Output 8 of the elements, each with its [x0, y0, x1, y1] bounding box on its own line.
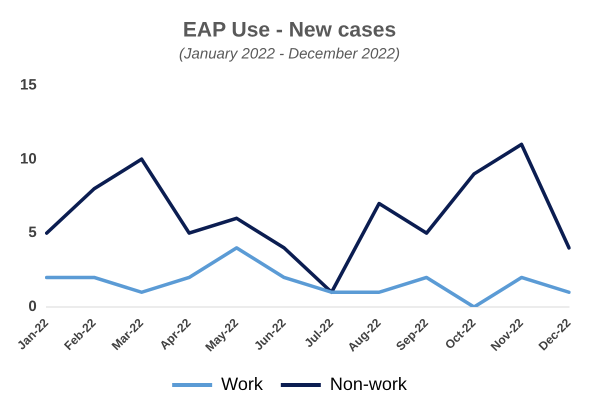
- y-tick-label: 0: [28, 298, 37, 316]
- y-tick-label: 15: [20, 76, 37, 94]
- legend-label: Work: [221, 374, 264, 394]
- y-tick-label: 10: [20, 150, 37, 168]
- y-tick-label: 5: [28, 224, 37, 242]
- chart-subtitle: (January 2022 - December 2022): [179, 45, 400, 62]
- chart-title: EAP Use - New cases: [182, 18, 396, 42]
- legend-label: Non-work: [330, 374, 408, 394]
